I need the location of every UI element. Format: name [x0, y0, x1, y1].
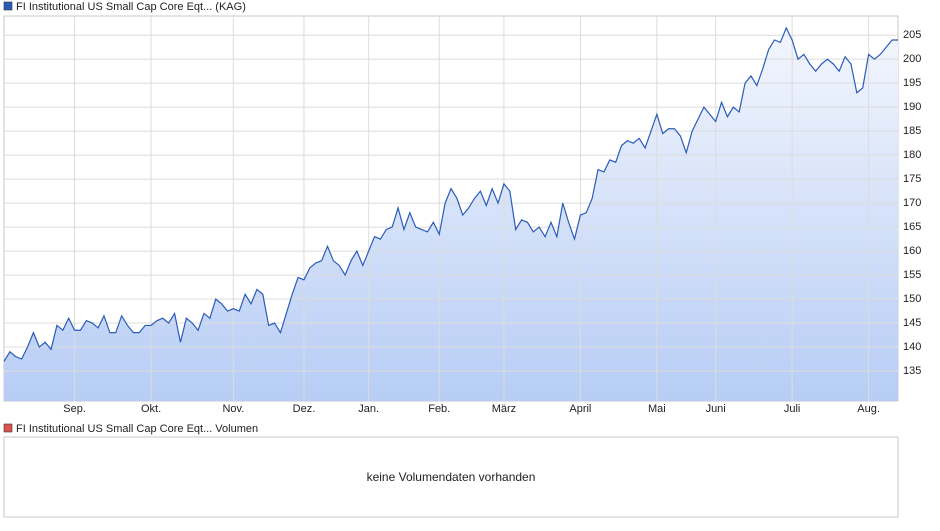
y-tick-label: 140: [903, 341, 921, 353]
y-tick-label: 170: [903, 197, 921, 209]
y-tick-label: 175: [903, 173, 921, 185]
x-tick-label: Mai: [648, 403, 666, 415]
y-tick-label: 145: [903, 317, 921, 329]
y-tick-label: 190: [903, 101, 921, 113]
x-tick-label: Feb.: [428, 403, 450, 415]
y-tick-label: 160: [903, 245, 921, 257]
area: [4, 27, 898, 402]
x-tick-label: Dez.: [293, 403, 316, 415]
x-tick-label: Juli: [784, 403, 801, 415]
volume-panel: [3, 436, 899, 518]
volume-message: keine Volumendaten vorhanden: [367, 470, 536, 484]
x-tick-label: März: [492, 403, 516, 415]
x-tick-label: April: [569, 403, 591, 415]
line: [3, 26, 898, 362]
x-tick-label: Sep.: [63, 403, 86, 415]
x-tick-label: Aug.: [857, 403, 880, 415]
legend-swatch: [3, 1, 13, 11]
x-tick-label: Nov.: [222, 403, 244, 415]
y-tick-label: 205: [903, 29, 921, 41]
x-tick-label: Okt.: [141, 403, 161, 415]
legend-label: FI Institutional US Small Cap Core Eqt..…: [16, 423, 258, 435]
y-tick-label: 195: [903, 77, 921, 89]
y-tick-label: 165: [903, 221, 921, 233]
y-tick-label: 185: [903, 125, 921, 137]
y-tick-label: 200: [903, 53, 921, 65]
y-tick-label: 180: [903, 149, 921, 161]
y-tick-label: 150: [903, 293, 921, 305]
legend-label: FI Institutional US Small Cap Core Eqt..…: [16, 1, 246, 13]
y-tick-label: 135: [903, 365, 921, 377]
x-tick-label: Juni: [706, 403, 726, 415]
x-tick-label: Jan.: [358, 403, 379, 415]
y-tick-label: 155: [903, 269, 921, 281]
legend-swatch: [3, 423, 13, 433]
